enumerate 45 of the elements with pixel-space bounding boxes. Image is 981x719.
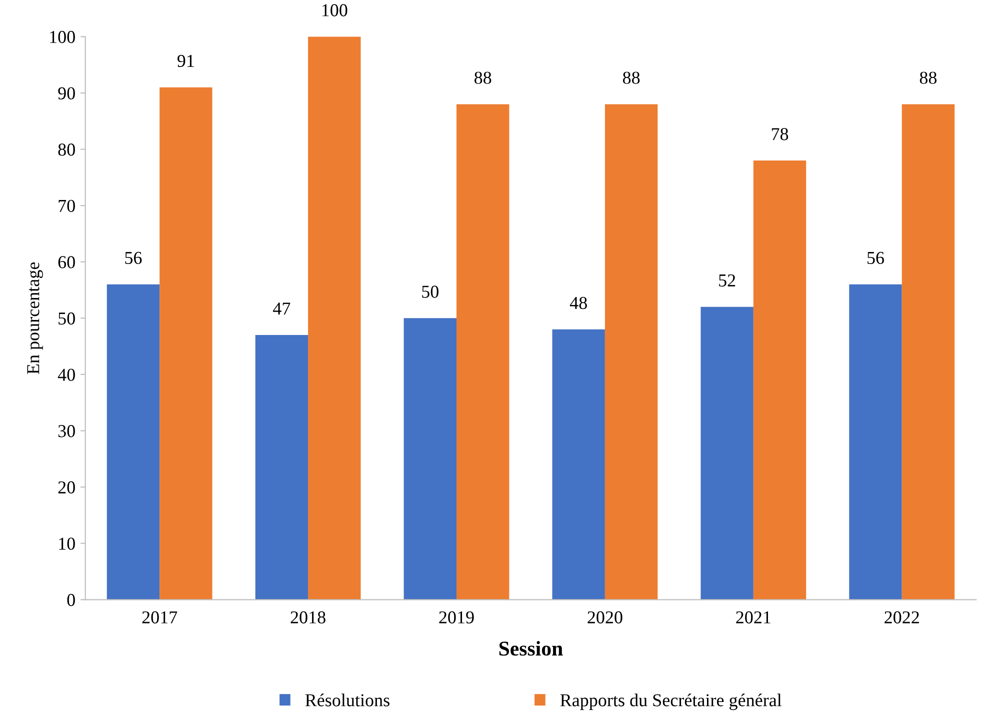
y-axis-title: En pourcentage bbox=[27, 262, 43, 374]
y-tick-label: 30 bbox=[58, 425, 75, 438]
bar bbox=[700, 306, 754, 600]
x-axis-title: Session bbox=[499, 641, 563, 656]
bar bbox=[106, 284, 160, 600]
data-label: 52 bbox=[719, 274, 736, 287]
data-label: 56 bbox=[125, 252, 142, 264]
data-label: 91 bbox=[177, 54, 194, 68]
data-label: 48 bbox=[570, 296, 587, 310]
bar bbox=[552, 329, 605, 600]
data-label: 47 bbox=[273, 302, 290, 315]
data-label: 100 bbox=[322, 4, 348, 16]
y-tick-label: 40 bbox=[58, 368, 75, 381]
bar bbox=[849, 284, 902, 600]
y-tick-label: 100 bbox=[50, 30, 75, 44]
y-tick-label: 70 bbox=[58, 200, 75, 212]
y-tick-label: 20 bbox=[58, 481, 75, 494]
legend-label: Résolutions bbox=[305, 694, 390, 706]
x-tick-label: 2021 bbox=[736, 611, 770, 624]
bar bbox=[456, 104, 510, 600]
data-label: 78 bbox=[772, 128, 788, 140]
y-tick-label: 60 bbox=[58, 256, 75, 268]
bar bbox=[404, 318, 456, 600]
data-label: 56 bbox=[868, 252, 884, 264]
x-tick-label: 2020 bbox=[588, 611, 622, 624]
bar bbox=[902, 104, 955, 600]
data-label: 88 bbox=[622, 72, 640, 84]
x-tick-label: 2018 bbox=[290, 611, 326, 624]
data-label: 88 bbox=[474, 72, 492, 84]
y-tick-label: 10 bbox=[59, 538, 75, 550]
x-tick-label: 2022 bbox=[884, 611, 919, 624]
x-tick-label: 2017 bbox=[142, 611, 178, 624]
data-label: 88 bbox=[920, 72, 937, 84]
bar bbox=[604, 104, 658, 600]
y-tick-label: 80 bbox=[58, 144, 75, 156]
y-tick-label: 0 bbox=[67, 594, 75, 606]
x-tick-label: 2019 bbox=[439, 611, 474, 624]
bar bbox=[753, 160, 806, 600]
y-tick-label: 50 bbox=[58, 312, 75, 325]
data-label: 50 bbox=[422, 286, 438, 298]
legend-label: Rapports du Secrétaire général bbox=[560, 694, 782, 710]
y-tick-label: 90 bbox=[58, 87, 75, 100]
bar bbox=[255, 335, 308, 600]
bar bbox=[308, 36, 361, 600]
bar bbox=[160, 87, 212, 600]
